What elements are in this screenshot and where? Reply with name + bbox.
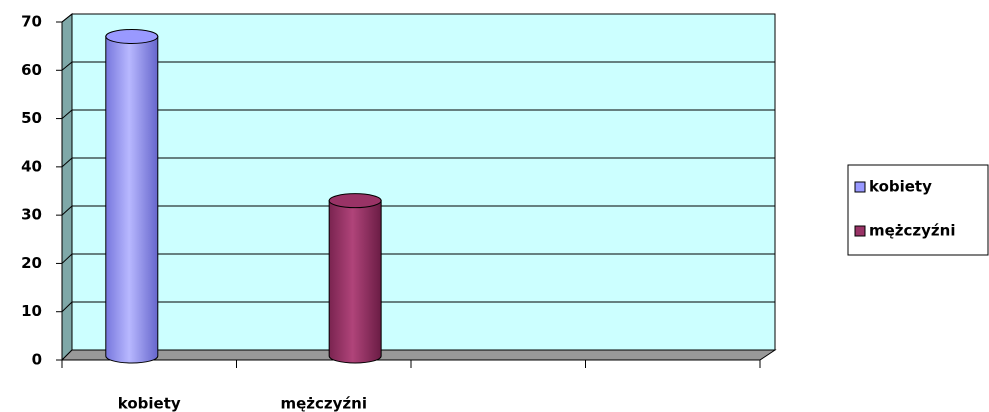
y-tick-label: 30 [21, 206, 42, 224]
y-tick-label: 70 [21, 13, 42, 31]
bar [105, 28, 159, 364]
y-tick-label: 10 [21, 302, 42, 320]
grid-line [61, 205, 73, 216]
y-tick-label: 60 [21, 61, 42, 79]
legend-label: mężczyźni [869, 222, 955, 240]
grid-line [61, 301, 73, 313]
legend-label: kobiety [869, 178, 932, 196]
x-tick-label: kobiety [118, 395, 181, 412]
legend [847, 164, 989, 256]
legend-swatch [854, 181, 866, 193]
bar [328, 193, 382, 364]
back-wall [71, 13, 776, 351]
bar-body [105, 35, 159, 364]
legend-swatch [854, 225, 866, 237]
grid-line [61, 253, 73, 264]
grid-line [61, 109, 73, 119]
y-tick-label: 0 [32, 351, 42, 369]
grid-line [61, 13, 73, 23]
grid-line [61, 61, 73, 71]
floor [60, 349, 777, 361]
bar-top [105, 28, 159, 44]
y-tick-label: 20 [21, 254, 42, 272]
y-tick-label: 40 [21, 157, 42, 175]
x-tick-label: mężczyźni [281, 395, 367, 412]
bar-top [328, 193, 382, 209]
bar-body [328, 200, 382, 364]
y-tick-label: 50 [21, 109, 42, 127]
grid-line [61, 157, 73, 168]
